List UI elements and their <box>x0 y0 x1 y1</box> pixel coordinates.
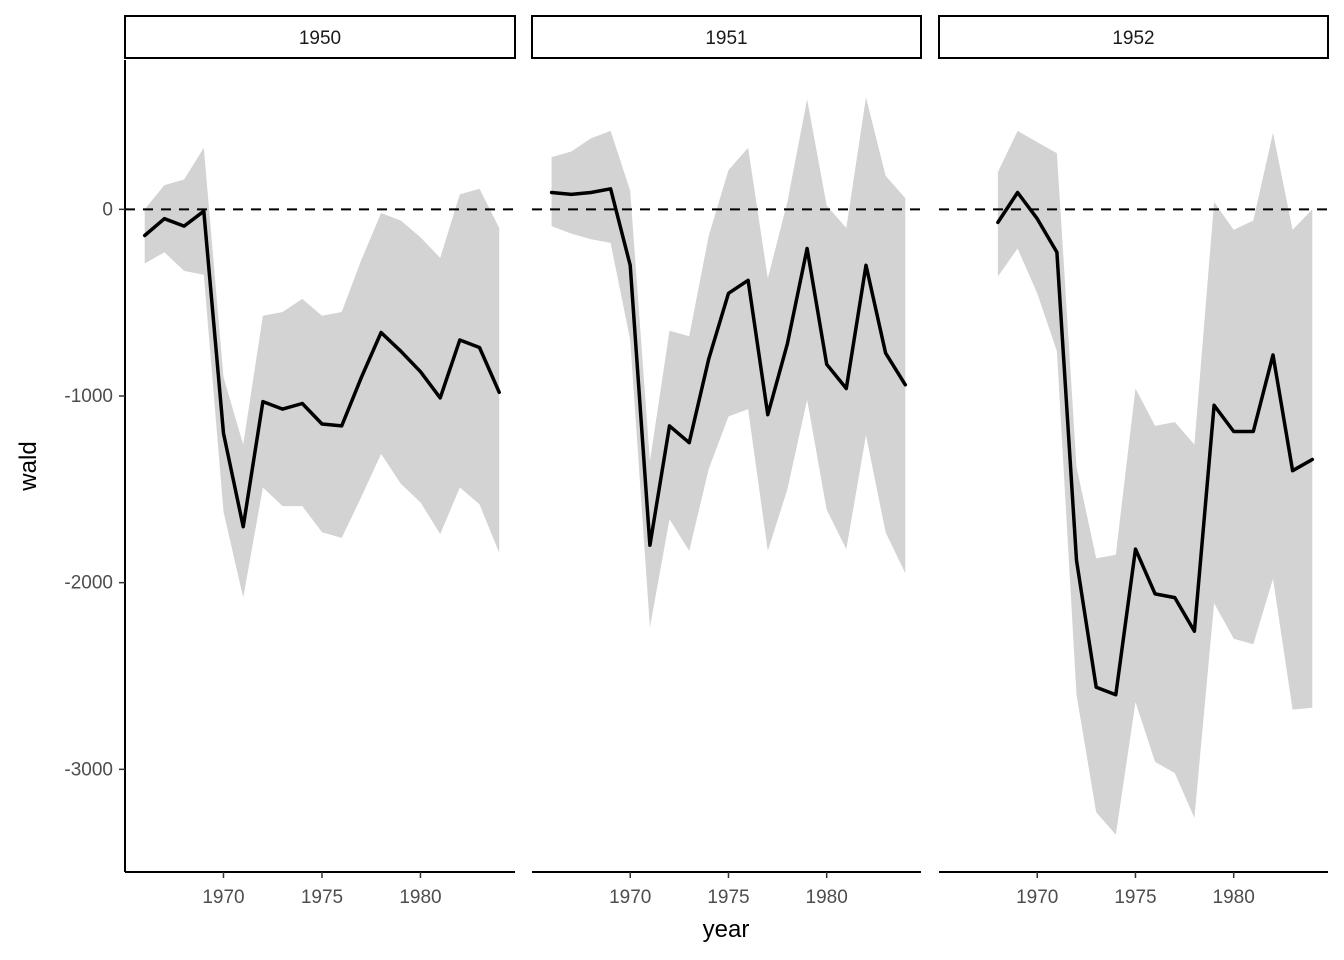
facet-strip-label: 1952 <box>1112 28 1154 49</box>
facet-strip-label: 1951 <box>705 28 747 49</box>
x-axis-title: year <box>703 916 750 943</box>
facet-panel: 1951 1970 1975 1980 <box>531 15 922 908</box>
x-tick-label: 1980 <box>806 887 848 908</box>
x-tick-label: 1970 <box>202 887 244 908</box>
facet-panel: 1950 1970 1975 1980 <box>124 15 516 908</box>
series-line <box>142 209 501 529</box>
confidence-band <box>997 130 1313 835</box>
y-axis-title: wald <box>15 441 42 491</box>
x-tick-label: 1975 <box>301 887 343 908</box>
series-line <box>996 190 1315 697</box>
y-tick-label: -2000 <box>64 573 113 594</box>
x-tick-label: 1970 <box>609 887 651 908</box>
x-tick-label: 1975 <box>707 887 749 908</box>
confidence-band <box>551 97 906 628</box>
facet-strip <box>124 15 516 59</box>
x-tick-label: 1970 <box>1016 887 1058 908</box>
facet-panel: 1952 1970 1975 1980 <box>938 15 1329 908</box>
facet-strip <box>531 15 922 59</box>
series-line <box>549 187 908 548</box>
x-tick-label: 1980 <box>399 887 441 908</box>
x-tick-label: 1980 <box>1213 887 1255 908</box>
y-axis: 0 -1000 -2000 -3000 <box>64 60 126 872</box>
facets: 1950 1970 1975 1980 1951 1970 1975 1980 1952 1970… <box>124 15 1329 908</box>
x-tick-label: 1975 <box>1114 887 1156 908</box>
y-tick-label: -3000 <box>64 759 113 780</box>
y-tick-label: 0 <box>102 199 113 220</box>
facet-strip-label: 1950 <box>299 28 341 49</box>
y-tick-label: -1000 <box>64 386 113 407</box>
facet-strip <box>938 15 1329 59</box>
